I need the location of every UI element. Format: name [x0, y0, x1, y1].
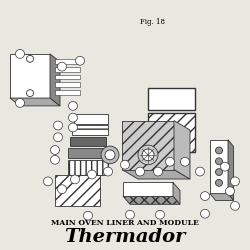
- Circle shape: [126, 210, 134, 219]
- Circle shape: [142, 149, 154, 161]
- Polygon shape: [148, 113, 195, 152]
- Polygon shape: [55, 59, 80, 64]
- Circle shape: [105, 150, 115, 160]
- Polygon shape: [122, 170, 190, 179]
- Polygon shape: [50, 54, 60, 106]
- Circle shape: [154, 167, 162, 176]
- Circle shape: [120, 160, 130, 169]
- Polygon shape: [228, 140, 234, 200]
- Circle shape: [180, 157, 190, 166]
- Circle shape: [88, 170, 96, 179]
- Polygon shape: [70, 137, 106, 146]
- Circle shape: [216, 168, 222, 175]
- Circle shape: [54, 121, 62, 130]
- Polygon shape: [210, 140, 228, 194]
- Circle shape: [54, 133, 62, 142]
- Text: Fig. 18: Fig. 18: [140, 18, 166, 26]
- Polygon shape: [55, 174, 100, 206]
- Circle shape: [196, 167, 204, 176]
- Polygon shape: [68, 148, 108, 158]
- Polygon shape: [148, 88, 195, 110]
- Polygon shape: [122, 120, 174, 170]
- Circle shape: [104, 167, 112, 176]
- Polygon shape: [55, 90, 80, 95]
- Polygon shape: [123, 182, 173, 196]
- Circle shape: [101, 146, 119, 164]
- Circle shape: [26, 56, 34, 62]
- Polygon shape: [10, 54, 50, 98]
- Circle shape: [136, 167, 144, 176]
- Polygon shape: [55, 67, 80, 71]
- Circle shape: [200, 209, 209, 218]
- Polygon shape: [74, 114, 108, 124]
- Circle shape: [216, 180, 222, 186]
- Circle shape: [156, 210, 164, 219]
- Circle shape: [230, 202, 239, 210]
- Circle shape: [216, 158, 222, 165]
- Polygon shape: [55, 74, 80, 80]
- Circle shape: [220, 162, 230, 171]
- Circle shape: [166, 157, 174, 166]
- Polygon shape: [55, 82, 80, 87]
- Circle shape: [26, 90, 34, 96]
- Circle shape: [230, 177, 239, 186]
- Text: MAIN OVEN LINER AND MODULE: MAIN OVEN LINER AND MODULE: [51, 218, 199, 226]
- Circle shape: [68, 113, 78, 122]
- Circle shape: [16, 98, 24, 107]
- Circle shape: [16, 50, 24, 58]
- Circle shape: [216, 147, 222, 154]
- Circle shape: [76, 56, 84, 65]
- Polygon shape: [210, 194, 234, 200]
- Polygon shape: [10, 98, 60, 106]
- Circle shape: [50, 156, 59, 164]
- Circle shape: [70, 175, 80, 184]
- Circle shape: [84, 211, 92, 220]
- Circle shape: [68, 102, 78, 110]
- Circle shape: [50, 146, 59, 154]
- Polygon shape: [173, 182, 180, 204]
- Text: Thermador: Thermador: [64, 228, 186, 246]
- Polygon shape: [68, 160, 108, 174]
- Polygon shape: [72, 126, 108, 135]
- Polygon shape: [174, 120, 190, 179]
- Circle shape: [58, 185, 66, 194]
- Circle shape: [58, 62, 66, 71]
- Circle shape: [200, 192, 209, 200]
- Circle shape: [226, 187, 234, 196]
- Circle shape: [68, 123, 78, 132]
- Polygon shape: [123, 196, 180, 204]
- Circle shape: [138, 145, 158, 165]
- Circle shape: [44, 177, 52, 186]
